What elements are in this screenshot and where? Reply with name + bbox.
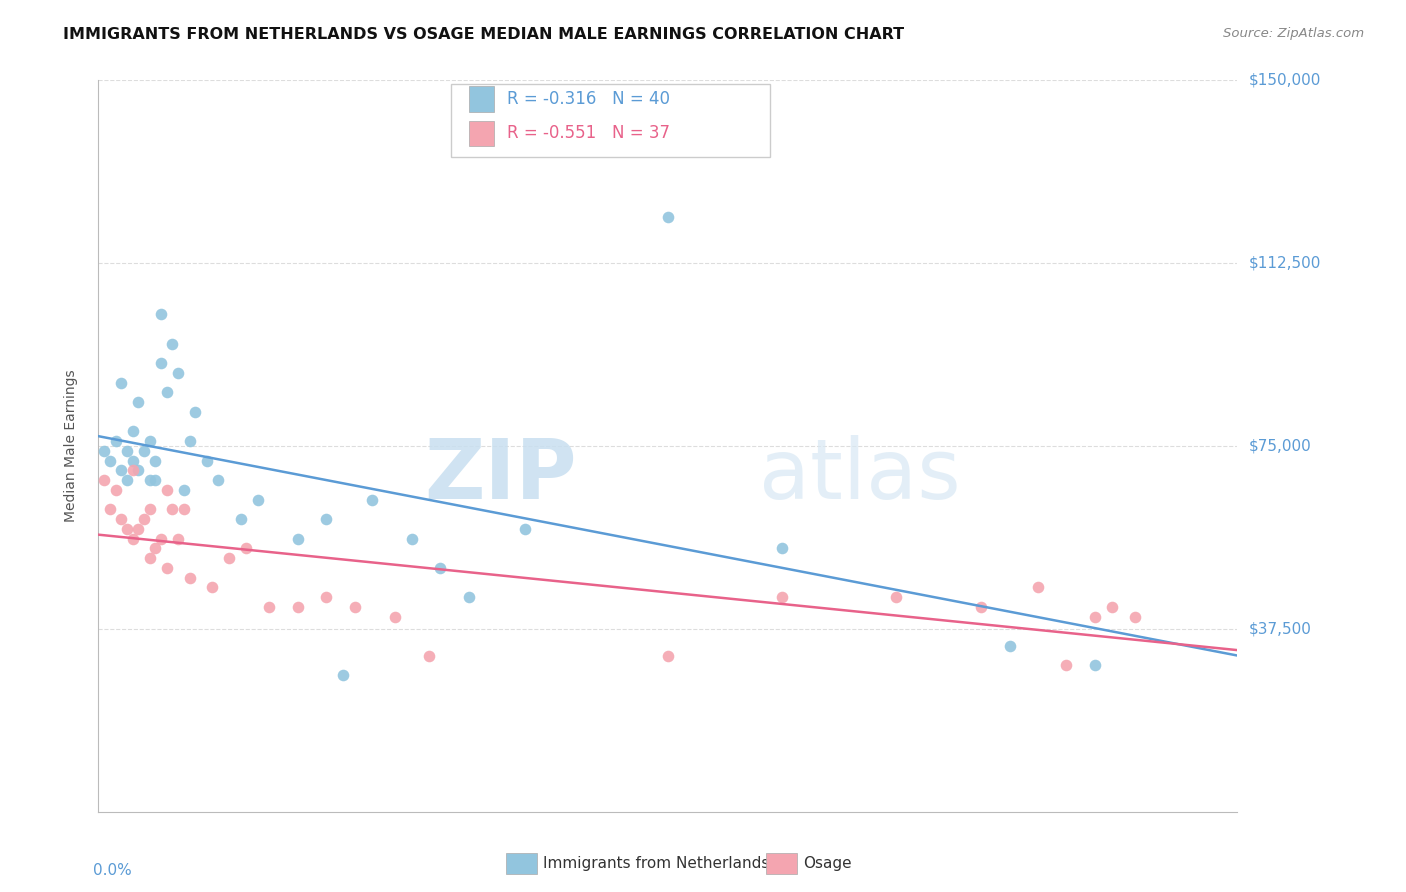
- Point: [104, 483, 127, 497]
- Point: [418, 648, 440, 663]
- Point: [184, 405, 207, 419]
- Point: [150, 356, 173, 370]
- Text: Source: ZipAtlas.com: Source: ZipAtlas.com: [1223, 27, 1364, 40]
- Point: [229, 512, 252, 526]
- Point: [657, 648, 679, 663]
- Point: [110, 512, 132, 526]
- Point: [138, 473, 160, 487]
- Point: [1026, 581, 1049, 595]
- Point: [1123, 609, 1146, 624]
- Point: [138, 434, 160, 449]
- Point: [246, 492, 269, 507]
- Point: [167, 532, 190, 546]
- Point: [287, 599, 309, 614]
- Point: [110, 463, 132, 477]
- Point: [121, 453, 143, 467]
- Point: [121, 425, 143, 439]
- Point: [104, 434, 127, 449]
- Point: [315, 512, 337, 526]
- Point: [173, 483, 195, 497]
- Point: [110, 376, 132, 390]
- Point: [150, 307, 173, 321]
- Point: [207, 473, 229, 487]
- Point: [384, 609, 406, 624]
- Point: [235, 541, 257, 556]
- Point: [195, 453, 218, 467]
- FancyBboxPatch shape: [451, 84, 770, 157]
- Y-axis label: Median Male Earnings: Median Male Earnings: [63, 369, 77, 523]
- Point: [121, 532, 143, 546]
- Text: $150,000: $150,000: [1249, 73, 1322, 87]
- Text: $112,500: $112,500: [1249, 256, 1322, 270]
- Point: [145, 541, 167, 556]
- Point: [98, 453, 121, 467]
- Point: [201, 581, 224, 595]
- Point: [457, 590, 479, 604]
- Point: [156, 483, 179, 497]
- Point: [259, 599, 281, 614]
- Point: [132, 512, 155, 526]
- Point: [127, 395, 149, 409]
- Point: [145, 453, 167, 467]
- Point: [150, 532, 173, 546]
- Point: [287, 532, 309, 546]
- Point: [429, 561, 451, 575]
- Point: [332, 668, 354, 682]
- FancyBboxPatch shape: [468, 120, 494, 146]
- Point: [138, 502, 160, 516]
- Point: [115, 473, 138, 487]
- Point: [167, 366, 190, 380]
- Point: [315, 590, 337, 604]
- Point: [127, 463, 149, 477]
- Point: [884, 590, 907, 604]
- Point: [156, 385, 179, 400]
- Point: [179, 434, 201, 449]
- Point: [515, 522, 537, 536]
- Point: [343, 599, 366, 614]
- Point: [401, 532, 423, 546]
- Point: [970, 599, 993, 614]
- Text: 0.0%: 0.0%: [93, 863, 132, 878]
- Text: R = -0.551   N = 37: R = -0.551 N = 37: [508, 124, 671, 143]
- Point: [360, 492, 382, 507]
- Point: [93, 473, 115, 487]
- Point: [115, 443, 138, 458]
- Point: [218, 551, 240, 566]
- Point: [770, 590, 793, 604]
- Text: IMMIGRANTS FROM NETHERLANDS VS OSAGE MEDIAN MALE EARNINGS CORRELATION CHART: IMMIGRANTS FROM NETHERLANDS VS OSAGE MED…: [63, 27, 904, 42]
- FancyBboxPatch shape: [468, 87, 494, 112]
- Text: Osage: Osage: [803, 856, 852, 871]
- Point: [156, 561, 179, 575]
- Point: [127, 522, 149, 536]
- Point: [657, 210, 679, 224]
- Point: [1084, 609, 1107, 624]
- Point: [173, 502, 195, 516]
- Text: $37,500: $37,500: [1249, 622, 1312, 636]
- Point: [1056, 658, 1078, 673]
- Point: [93, 443, 115, 458]
- Point: [121, 463, 143, 477]
- Point: [98, 502, 121, 516]
- Text: $75,000: $75,000: [1249, 439, 1312, 453]
- Text: atlas: atlas: [759, 434, 960, 516]
- Point: [162, 502, 184, 516]
- Text: Immigrants from Netherlands: Immigrants from Netherlands: [543, 856, 769, 871]
- Point: [132, 443, 155, 458]
- Point: [770, 541, 793, 556]
- Text: ZIP: ZIP: [425, 434, 576, 516]
- Point: [179, 571, 201, 585]
- Point: [1084, 658, 1107, 673]
- Point: [1101, 599, 1123, 614]
- Point: [162, 336, 184, 351]
- Point: [145, 473, 167, 487]
- Point: [998, 639, 1021, 653]
- Point: [138, 551, 160, 566]
- Point: [115, 522, 138, 536]
- Text: R = -0.316   N = 40: R = -0.316 N = 40: [508, 90, 671, 108]
